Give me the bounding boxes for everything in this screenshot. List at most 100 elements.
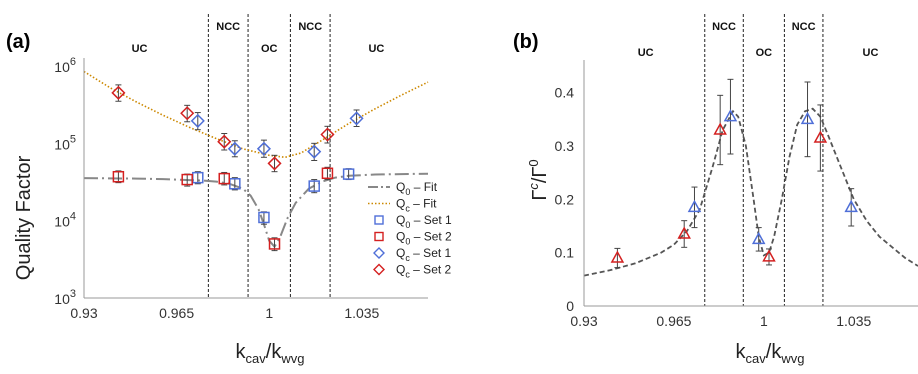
diamond-marker — [217, 134, 232, 149]
data-point — [227, 140, 242, 158]
data-point — [308, 179, 320, 194]
diamond-marker — [190, 113, 205, 128]
triangle-marker — [751, 231, 766, 245]
triangle-marker — [813, 130, 828, 143]
y-tick-label: 104 — [54, 211, 76, 230]
y-tick-label: 0 — [566, 298, 574, 314]
x-tick-label: 1 — [760, 313, 768, 329]
panel-a-label: (a) — [6, 31, 30, 53]
triangle-marker — [762, 249, 776, 262]
data-point — [256, 139, 271, 158]
legend-item: Qc – Set 1 — [373, 246, 452, 263]
square-marker — [321, 167, 334, 180]
panel-a: (a) UC NCC OC NCC UC 0.93 0.965 1 1.035 103 104 10… — [6, 14, 452, 366]
data-point — [342, 168, 355, 181]
diamond-marker — [111, 85, 126, 100]
square-marker — [181, 173, 193, 186]
diamond-marker — [256, 141, 271, 156]
region-label-ncc: NCC — [216, 21, 240, 33]
region-label-uc: UC — [132, 43, 148, 55]
region-label-ncc: NCC — [298, 21, 322, 33]
x-tick-label: 1.035 — [344, 305, 379, 321]
y-tick-label: 103 — [54, 288, 76, 307]
panel-b-region-labels: UC NCC OC NCC UC — [638, 21, 879, 59]
data-point — [723, 78, 738, 155]
panel-b-region-boundaries — [704, 14, 824, 306]
diamond-marker — [267, 156, 282, 171]
panel-a-region-labels: UC NCC OC NCC UC — [132, 21, 385, 55]
q0-fit-curve — [83, 172, 429, 249]
triangle-marker — [713, 122, 727, 135]
region-label-ncc: NCC — [792, 21, 816, 33]
diamond-marker — [307, 144, 322, 159]
data-point — [180, 104, 195, 123]
y-tick-label: 105 — [54, 133, 76, 152]
panel-b-data-points — [610, 78, 858, 269]
region-label-oc: OC — [756, 47, 773, 59]
y-tick-label: 0.2 — [555, 191, 575, 207]
square-marker — [218, 172, 230, 185]
panel-a-axes: 0.93 0.965 1 1.035 103 104 105 106 — [54, 56, 428, 321]
triangle-marker — [723, 109, 738, 122]
data-point — [218, 171, 230, 186]
legend-label: Q0 – Fit — [396, 180, 438, 197]
square-marker — [308, 180, 320, 192]
x-tick-label: 0.965 — [656, 313, 691, 329]
region-label-uc: UC — [863, 47, 879, 59]
qc-fit-curve — [83, 70, 429, 159]
square-marker — [342, 168, 355, 180]
data-point — [217, 133, 232, 151]
fit-curve — [583, 107, 918, 277]
panel-b-axes: 0.93 0.965 1 1.035 0 0.1 0.2 0.3 0.4 — [555, 60, 918, 329]
x-tick-label: 0.93 — [70, 305, 97, 321]
data-point — [844, 188, 858, 227]
data-point — [258, 211, 270, 225]
diamond-marker — [349, 111, 364, 126]
data-point — [713, 94, 727, 166]
panel-b-x-axis-title: kcav/kwvg — [736, 341, 805, 366]
data-point — [610, 247, 625, 269]
legend-item: Qc – Set 2 — [373, 263, 452, 280]
legend-label: Qc – Fit — [396, 197, 437, 214]
y-tick-label: 0.3 — [555, 138, 575, 154]
y-tick-label: 106 — [54, 56, 76, 75]
data-point — [800, 81, 815, 158]
legend-item: Q0 – Set 1 — [374, 213, 452, 230]
panel-a-data-points — [111, 84, 364, 252]
region-label-uc: UC — [638, 47, 654, 59]
x-tick-label: 1.035 — [836, 313, 871, 329]
diamond-marker — [227, 141, 242, 156]
legend-label: Qc – Set 1 — [396, 246, 452, 263]
triangle-marker — [687, 199, 702, 213]
region-label-uc: UC — [368, 43, 384, 55]
legend-label: Q0 – Set 2 — [396, 230, 452, 247]
data-point — [320, 125, 335, 144]
data-point — [677, 220, 691, 248]
triangle-marker — [610, 250, 625, 263]
legend-swatch — [374, 231, 384, 242]
data-point — [112, 170, 125, 184]
panel-b-y-axis-title: Γc/Γ0 — [526, 159, 551, 200]
legend-item: Qc – Fit — [368, 197, 437, 214]
legend-label: Qc – Set 2 — [396, 263, 452, 280]
y-tick-label: 0.4 — [555, 85, 575, 101]
panel-a-fit-curves — [83, 70, 429, 249]
panel-b-label: (b) — [513, 31, 539, 53]
panel-a-y-axis-title: Quality Factor — [13, 155, 35, 280]
region-label-ncc: NCC — [712, 21, 736, 33]
diamond-marker — [320, 127, 335, 142]
legend-item: Q0 – Set 2 — [374, 230, 452, 247]
region-label-oc: OC — [261, 43, 278, 55]
legend-item: Q0 – Fit — [368, 180, 438, 197]
panel-a-x-axis-title: kcav/kwvg — [236, 341, 305, 366]
legend-swatch — [373, 247, 385, 259]
legend-swatch — [373, 263, 385, 276]
data-point — [192, 171, 204, 185]
panel-b-fit-curve — [583, 107, 918, 277]
square-marker — [268, 238, 281, 250]
legend-swatch — [374, 215, 384, 225]
data-point — [267, 154, 282, 173]
